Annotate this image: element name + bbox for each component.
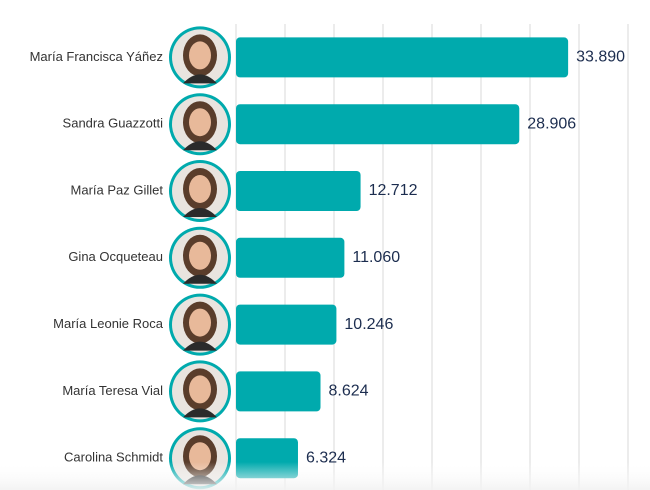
portrait-body bbox=[183, 274, 217, 284]
portrait-body bbox=[183, 141, 217, 151]
portrait-body bbox=[183, 208, 217, 217]
value-label: 12.712 bbox=[369, 182, 418, 199]
portrait-face bbox=[189, 41, 211, 70]
bottom-fade bbox=[0, 462, 650, 490]
portrait-face bbox=[189, 375, 211, 404]
portrait-face bbox=[189, 108, 211, 137]
category-label: María Teresa Vial bbox=[62, 383, 163, 398]
value-label: 33.890 bbox=[576, 49, 625, 66]
rows: María Francisca Yáñez 33.890 Sandra Guazzo… bbox=[30, 26, 625, 490]
value-label: 11.060 bbox=[352, 249, 400, 266]
portrait-face bbox=[189, 241, 211, 270]
value-label: 8.624 bbox=[329, 383, 369, 400]
bar bbox=[236, 37, 569, 78]
portrait-body bbox=[183, 74, 217, 84]
bar bbox=[236, 171, 361, 211]
category-label: Carolina Schmidt bbox=[64, 450, 163, 465]
bar bbox=[236, 104, 520, 145]
portrait-body bbox=[183, 408, 217, 418]
portrait-face bbox=[189, 175, 211, 203]
category-label: Gina Ocqueteau bbox=[68, 249, 163, 264]
grid bbox=[235, 24, 629, 490]
category-label: Sandra Guazzotti bbox=[63, 116, 164, 131]
bar bbox=[236, 237, 345, 278]
portrait-face bbox=[189, 308, 211, 337]
portrait-body bbox=[183, 341, 217, 351]
category-label: María Francisca Yáñez bbox=[30, 49, 163, 64]
bar bbox=[236, 371, 321, 412]
category-label: María Paz Gillet bbox=[71, 182, 164, 197]
value-label: 28.906 bbox=[527, 115, 576, 132]
category-label: María Leonie Roca bbox=[53, 316, 164, 331]
value-label: 10.246 bbox=[344, 316, 393, 333]
bar bbox=[236, 304, 337, 345]
